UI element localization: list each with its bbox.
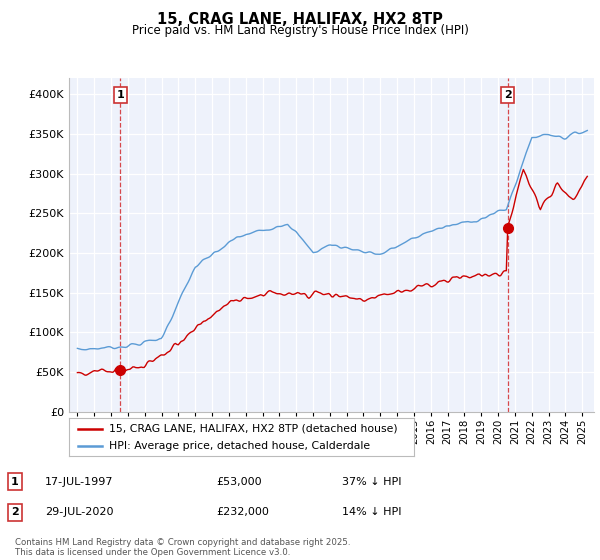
Text: 14% ↓ HPI: 14% ↓ HPI xyxy=(342,507,401,517)
Text: £53,000: £53,000 xyxy=(216,477,262,487)
Text: 2: 2 xyxy=(504,90,512,100)
Text: 15, CRAG LANE, HALIFAX, HX2 8TP (detached house): 15, CRAG LANE, HALIFAX, HX2 8TP (detache… xyxy=(109,423,397,433)
Text: £232,000: £232,000 xyxy=(216,507,269,517)
Text: Price paid vs. HM Land Registry's House Price Index (HPI): Price paid vs. HM Land Registry's House … xyxy=(131,24,469,36)
Text: 2: 2 xyxy=(11,507,19,517)
Text: 29-JUL-2020: 29-JUL-2020 xyxy=(45,507,113,517)
Text: HPI: Average price, detached house, Calderdale: HPI: Average price, detached house, Cald… xyxy=(109,441,370,451)
Text: 15, CRAG LANE, HALIFAX, HX2 8TP: 15, CRAG LANE, HALIFAX, HX2 8TP xyxy=(157,12,443,27)
Text: 1: 1 xyxy=(11,477,19,487)
Text: 1: 1 xyxy=(116,90,124,100)
Text: 17-JUL-1997: 17-JUL-1997 xyxy=(45,477,113,487)
Text: Contains HM Land Registry data © Crown copyright and database right 2025.
This d: Contains HM Land Registry data © Crown c… xyxy=(15,538,350,557)
Text: 37% ↓ HPI: 37% ↓ HPI xyxy=(342,477,401,487)
